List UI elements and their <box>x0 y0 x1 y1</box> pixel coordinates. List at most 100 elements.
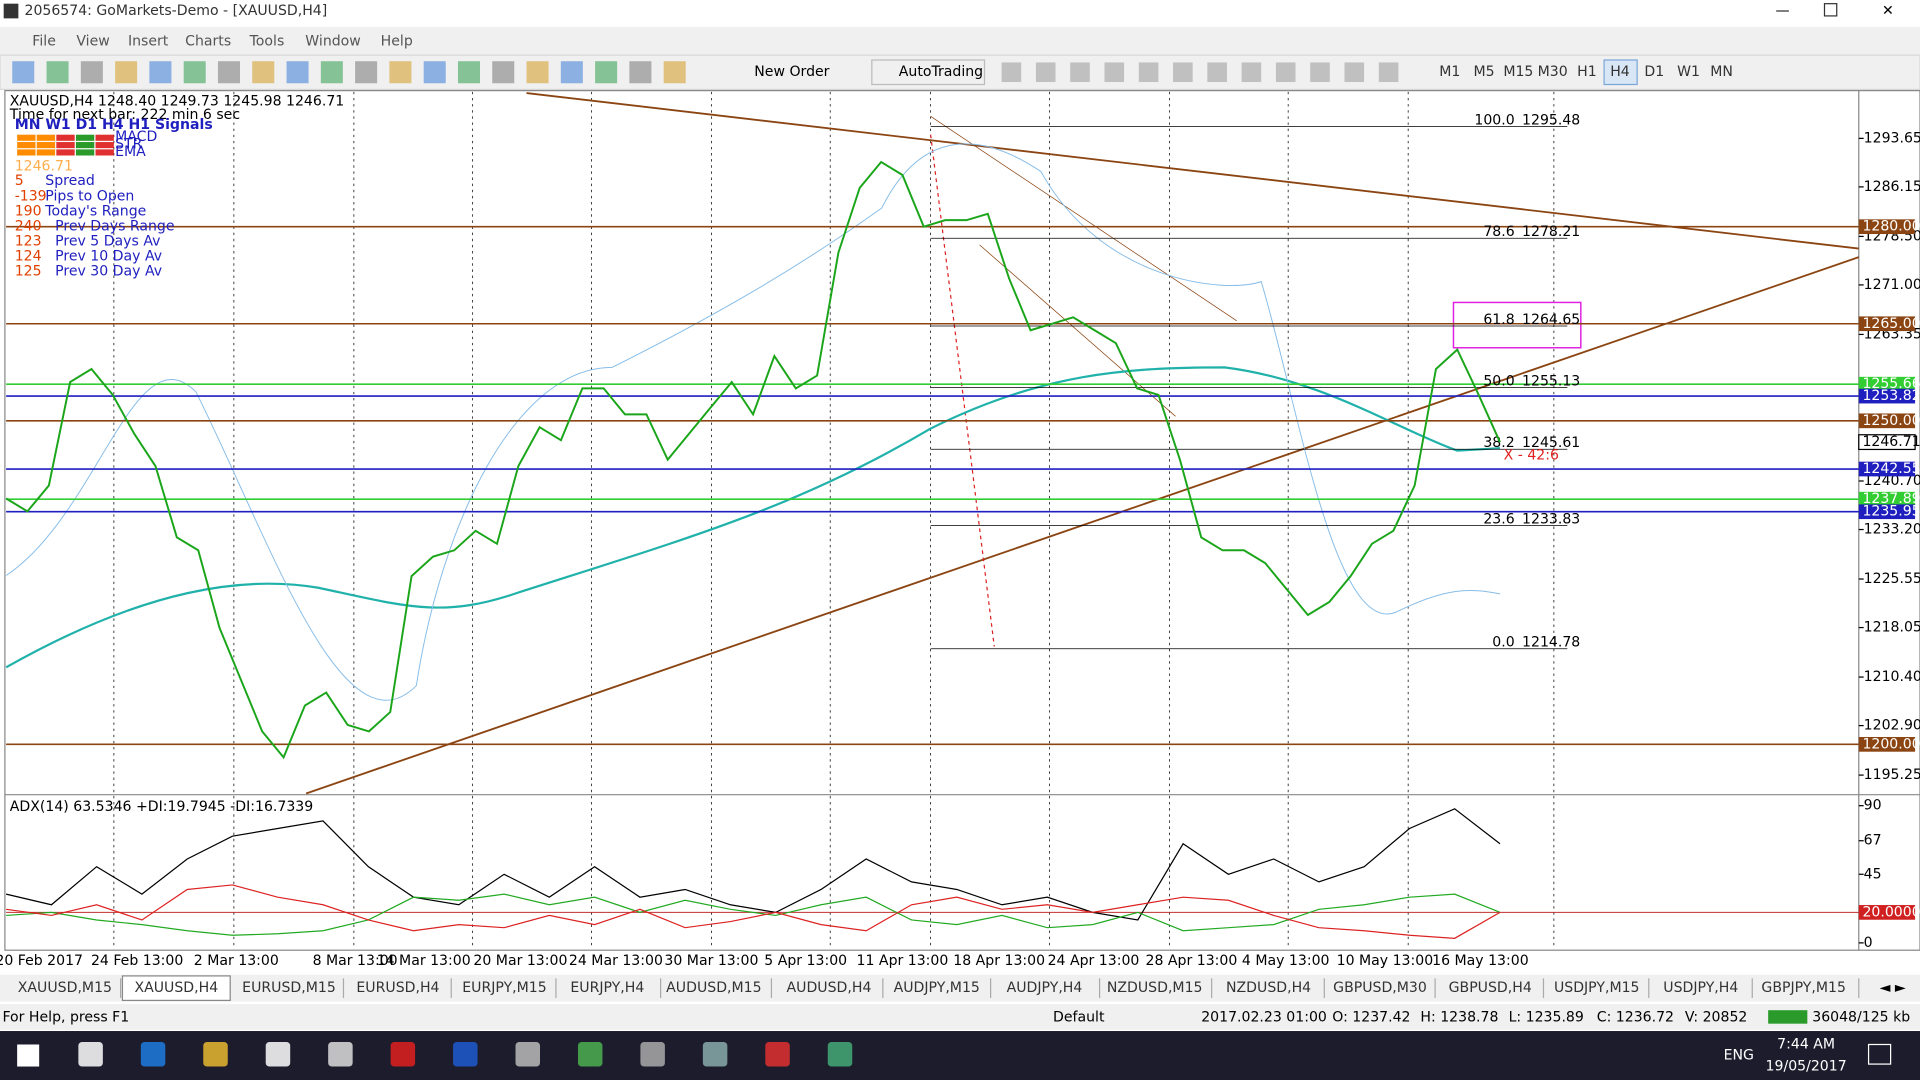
taskbar-icon[interactable] <box>453 1042 478 1067</box>
toolbar-icon[interactable] <box>1035 62 1056 83</box>
toolbar-icon[interactable] <box>663 61 686 84</box>
toolbar-icon[interactable] <box>355 61 378 84</box>
signal-cell <box>95 134 114 141</box>
tab[interactable]: AUDUSD,M15 <box>666 980 761 996</box>
menu-item[interactable]: Tools <box>249 34 285 50</box>
toolbar-icon[interactable] <box>217 61 240 84</box>
toolbar-icon[interactable] <box>629 61 652 84</box>
tab[interactable]: XAUUSD,M15 <box>18 980 112 996</box>
close[interactable]: ✕ <box>1882 3 1894 19</box>
taskbar-icon[interactable] <box>328 1042 353 1067</box>
date-label: 11 Apr 13:00 <box>857 953 949 969</box>
tab[interactable]: NZDUSD,M15 <box>1107 980 1203 996</box>
timeframe-button[interactable]: MN <box>1710 64 1733 80</box>
taskbar <box>0 1031 1920 1080</box>
timeframe-button[interactable]: H4 <box>1610 64 1630 80</box>
toolbar-icon[interactable] <box>1207 62 1227 83</box>
taskbar-icon[interactable] <box>203 1042 228 1067</box>
toolbar-icon[interactable] <box>1378 62 1399 83</box>
notification-icon[interactable] <box>1867 1043 1892 1065</box>
tab[interactable]: GBPUSD,H4 <box>1449 980 1532 996</box>
tab[interactable]: USDJPY,M15 <box>1554 980 1640 996</box>
tab[interactable]: AUDUSD,H4 <box>787 980 872 996</box>
price-level-badge <box>1858 504 1916 520</box>
taskbar-icon[interactable] <box>515 1042 540 1067</box>
tab[interactable]: NZDUSD,H4 <box>1226 980 1311 996</box>
toolbar-icon[interactable] <box>492 61 515 84</box>
status-close: C: 1236.72 <box>1597 1010 1674 1026</box>
toolbar-icon[interactable] <box>252 61 275 84</box>
tab[interactable]: AUDJPY,H4 <box>1007 980 1083 996</box>
menu-item[interactable]: Charts <box>185 34 231 50</box>
taskbar-icon[interactable] <box>640 1042 665 1067</box>
autotrading-label[interactable]: AutoTrading <box>899 64 983 80</box>
timeframe-button[interactable]: D1 <box>1644 64 1664 80</box>
tab[interactable]: GBPUSD,M30 <box>1333 980 1427 996</box>
tab[interactable]: AUDJPY,M15 <box>894 980 980 996</box>
toolbar-icon[interactable] <box>1275 62 1296 83</box>
tab[interactable]: USDJPY,H4 <box>1663 980 1738 996</box>
toolbar-icon[interactable] <box>1344 62 1365 83</box>
toolbar-icon[interactable] <box>115 61 138 84</box>
tab[interactable]: XAUUSD,H4 <box>134 980 218 996</box>
menu-item[interactable]: View <box>76 34 109 50</box>
toolbar-icon[interactable] <box>183 61 206 84</box>
toolbar-icon[interactable] <box>1104 62 1125 83</box>
toolbar-icon[interactable] <box>46 61 69 84</box>
autotrading-button[interactable] <box>871 59 986 86</box>
timeframe-button[interactable]: H1 <box>1577 64 1597 80</box>
taskbar-icon[interactable] <box>265 1042 291 1067</box>
toolbar-icon[interactable] <box>1070 62 1090 83</box>
toolbar-icon[interactable] <box>80 61 103 84</box>
timeframe-button[interactable]: M15 <box>1503 64 1533 80</box>
taskbar-icon[interactable] <box>765 1042 790 1067</box>
toolbar-icon[interactable] <box>1138 62 1159 83</box>
taskbar-icon[interactable] <box>827 1042 853 1067</box>
date-label: 18 Apr 13:00 <box>953 953 1045 969</box>
toolbar-icon[interactable] <box>320 61 343 84</box>
menu-item[interactable]: Help <box>381 34 413 50</box>
toolbar-icon[interactable] <box>149 61 172 84</box>
toolbar-icon[interactable] <box>286 61 309 84</box>
taskbar-icon[interactable] <box>577 1042 603 1067</box>
stat-value: 5 <box>15 173 24 189</box>
stat-value: 125 <box>15 264 42 280</box>
tab[interactable]: EURUSD,M15 <box>242 980 336 996</box>
new-order-button[interactable] <box>727 60 865 85</box>
taskbar-icon[interactable] <box>78 1042 103 1067</box>
timeframe-button[interactable]: M1 <box>1439 64 1460 80</box>
timeframe-button[interactable]: W1 <box>1677 64 1700 80</box>
toolbar-icon[interactable] <box>389 61 412 84</box>
toolbar-icon[interactable] <box>457 61 480 84</box>
toolbar-icon[interactable] <box>595 61 618 84</box>
tab[interactable]: EURJPY,H4 <box>570 980 644 996</box>
signal-cell <box>36 142 56 149</box>
taskbar-icon[interactable] <box>140 1042 166 1067</box>
maximize[interactable] <box>1823 3 1838 17</box>
tab-scroll[interactable]: ◄ ► <box>1880 980 1906 996</box>
minimize[interactable]: — <box>1776 3 1790 19</box>
toolbar-icon[interactable] <box>1173 62 1193 83</box>
timeframe-button[interactable]: M5 <box>1474 64 1495 80</box>
tab[interactable]: EURJPY,M15 <box>462 980 546 996</box>
signal-name: EMA <box>115 144 146 160</box>
menu-item[interactable]: File <box>32 34 56 50</box>
toolbar-icon[interactable] <box>1241 62 1262 83</box>
toolbar-icon[interactable] <box>526 61 549 84</box>
new-order-label[interactable]: New Order <box>754 64 829 80</box>
taskbar-icon[interactable] <box>702 1042 728 1067</box>
tab[interactable]: EURUSD,H4 <box>356 980 439 996</box>
menu-item[interactable]: Insert <box>128 34 169 50</box>
toolbar-icon[interactable] <box>423 61 446 84</box>
taskbar-lang: ENG <box>1724 1048 1754 1064</box>
start-button[interactable] <box>17 1044 40 1067</box>
toolbar-icon[interactable] <box>1310 62 1330 83</box>
toolbar-icon[interactable] <box>1001 62 1022 83</box>
toolbar-icon[interactable] <box>560 61 583 84</box>
tab[interactable]: GBPJPY,M15 <box>1761 980 1846 996</box>
timeframe-button[interactable]: M30 <box>1538 64 1568 80</box>
menu-item[interactable]: Window <box>305 34 361 50</box>
toolbar-icon[interactable] <box>12 61 35 84</box>
taskbar-icon[interactable] <box>390 1042 416 1067</box>
